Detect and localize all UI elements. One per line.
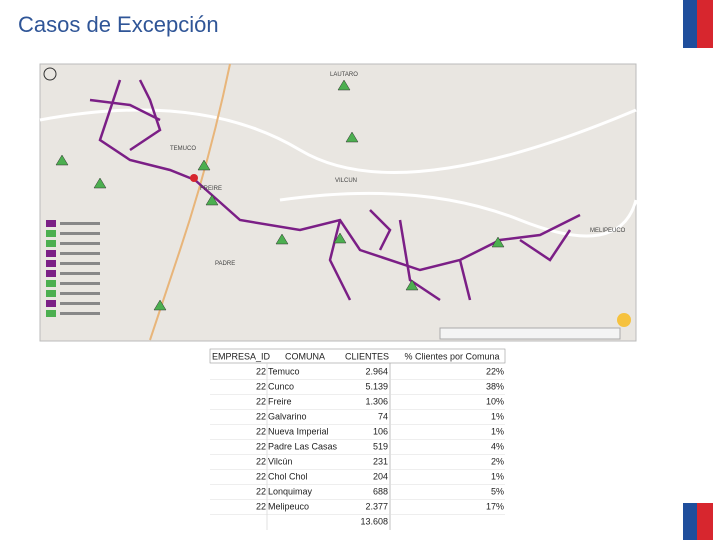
map-toolbar: [439, 327, 621, 340]
place-label: FREIRE: [200, 186, 222, 192]
table-cell: 22: [256, 471, 266, 481]
table-cell: 1.306: [365, 396, 388, 406]
legend-swatch: [46, 300, 56, 307]
table-cell: 1%: [491, 471, 504, 481]
table-cell: 22: [256, 486, 266, 496]
table-cell: Cunco: [268, 381, 294, 391]
legend-text-bar: [60, 242, 100, 245]
table-cell: 2.377: [365, 501, 388, 511]
pin: [190, 174, 198, 182]
flag-blue: [683, 0, 697, 48]
map: [39, 63, 638, 342]
legend-swatch: [46, 230, 56, 237]
table-cell: 1%: [491, 426, 504, 436]
table-cell: 204: [373, 471, 388, 481]
legend-swatch: [46, 280, 56, 287]
table-cell: 22: [256, 366, 266, 376]
header-row: [209, 348, 506, 364]
map-legend: [46, 220, 100, 317]
road: [279, 191, 638, 238]
table-cell: 2%: [491, 456, 504, 466]
legend-swatch: [46, 250, 56, 257]
place-label: MELIPEUCO: [590, 228, 626, 234]
legend-text-bar: [60, 262, 100, 265]
sun-icon: [617, 313, 631, 327]
table-cell: 22: [256, 426, 266, 436]
column-header: EMPRESA_ID: [212, 351, 271, 361]
table-cell: 106: [373, 426, 388, 436]
legend-swatch: [46, 260, 56, 267]
flag-blue: [683, 503, 697, 540]
table-cell: 22: [256, 456, 266, 466]
legend-text-bar: [60, 312, 100, 315]
table-cell: 22%: [486, 366, 504, 376]
table-cell: 38%: [486, 381, 504, 391]
table-cell: 17%: [486, 501, 504, 511]
road: [149, 63, 231, 341]
slide-title: Casos de Excepción: [18, 12, 219, 37]
table-cell: 231: [373, 456, 388, 466]
place-label: TEMUCO: [170, 146, 196, 152]
table-cell: Lonquimay: [268, 486, 313, 496]
table-cell: 22: [256, 396, 266, 406]
table-cell: 22: [256, 501, 266, 511]
table-cell: 2.964: [365, 366, 388, 376]
network: [89, 79, 581, 302]
legend-swatch: [46, 270, 56, 277]
column-header: CLIENTES: [345, 351, 389, 361]
flag-red: [697, 503, 713, 540]
legend-text-bar: [60, 222, 100, 225]
table-cell: Galvarino: [268, 411, 307, 421]
place-label: VILCUN: [335, 178, 357, 184]
table-cell: Chol Chol: [268, 471, 308, 481]
legend-swatch: [46, 240, 56, 247]
legend-text-bar: [60, 252, 100, 255]
table-cell: Freire: [268, 396, 292, 406]
table-cell: 4%: [491, 441, 504, 451]
table-total: 13.608: [360, 516, 388, 526]
legend-text-bar: [60, 232, 100, 235]
table-cell: Melipeuco: [268, 501, 309, 511]
legend-text-bar: [60, 272, 100, 275]
legend-swatch: [46, 220, 56, 227]
table-cell: 1%: [491, 411, 504, 421]
table-cell: 22: [256, 411, 266, 421]
table-cell: 688: [373, 486, 388, 496]
table-cell: Nueva Imperial: [268, 426, 329, 436]
legend-swatch: [46, 310, 56, 317]
table-cell: 10%: [486, 396, 504, 406]
table: EMPRESA_ID COMUNA CLIENTES % Clientes por C…: [209, 348, 506, 530]
legend-text-bar: [60, 282, 100, 285]
place-label: PADRE: [215, 261, 235, 267]
table-cell: 74: [378, 411, 388, 421]
flag-red: [697, 0, 713, 48]
table-cell: 5%: [491, 486, 504, 496]
table-cell: 519: [373, 441, 388, 451]
column-header: COMUNA: [285, 351, 325, 361]
legend-text-bar: [60, 302, 100, 305]
markers: [55, 79, 505, 311]
legend-text-bar: [60, 292, 100, 295]
table-cell: Padre Las Casas: [268, 441, 338, 451]
table-cell: Temuco: [268, 366, 300, 376]
table-cell: 22: [256, 441, 266, 451]
column-header: % Clientes por Comuna: [404, 351, 499, 361]
table-cell: 5.139: [365, 381, 388, 391]
clock-icon: [43, 67, 57, 81]
table-cell: 22: [256, 381, 266, 391]
place-label: LAUTARO: [330, 72, 358, 78]
legend-swatch: [46, 290, 56, 297]
table-cell: Vilcún: [268, 456, 292, 466]
